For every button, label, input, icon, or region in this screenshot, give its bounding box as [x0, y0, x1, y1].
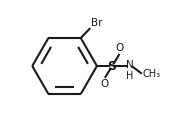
Text: CH₃: CH₃	[143, 69, 161, 79]
Text: N: N	[126, 60, 134, 70]
Text: S: S	[108, 60, 117, 72]
Text: Br: Br	[91, 18, 102, 28]
Text: H: H	[126, 71, 134, 81]
Text: O: O	[116, 43, 124, 53]
Text: O: O	[100, 79, 109, 89]
